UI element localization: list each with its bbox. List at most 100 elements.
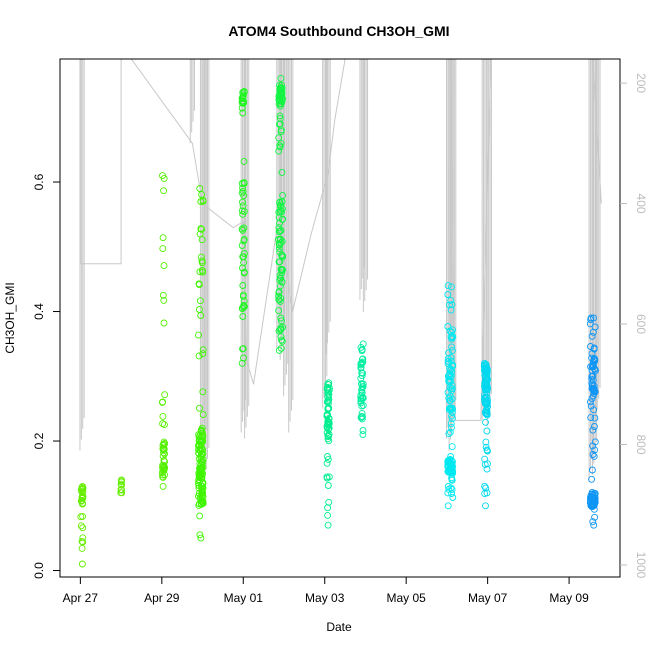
data-point [277,317,285,325]
data-point [276,206,284,214]
data-point [196,477,204,485]
data-point [483,489,491,497]
y-tick-label: 0.0 [32,562,46,579]
data-point [481,461,489,469]
data-point [482,438,490,446]
data-point [194,492,202,500]
data-point [279,323,287,331]
data-point [276,248,284,256]
data-point [196,512,204,520]
data-point [359,413,366,421]
data-point [324,504,332,512]
data-point [161,391,169,399]
data-point [325,397,332,405]
data-point [238,305,246,313]
data-point [359,431,367,439]
data-point [448,328,456,336]
data-point [276,282,284,290]
data-point [445,467,453,475]
data-point [444,291,452,298]
data-point [277,74,285,82]
data-point [239,202,247,210]
data-point [591,438,599,446]
data-point [448,412,456,420]
data-point [589,490,597,498]
data-point [198,489,206,496]
data-point [444,323,452,330]
data-point [160,187,168,195]
data-point [240,268,248,276]
data-point [239,109,247,117]
data-point [78,537,86,545]
data-point [195,449,203,457]
data-point [586,497,594,505]
data-point [238,207,246,215]
data-point [277,333,285,341]
data-point [240,224,248,232]
data-point [197,534,205,542]
x-axis-label: Date [326,620,352,634]
data-point [277,325,285,333]
data-point [117,477,125,485]
data-point [275,134,283,142]
data-point [447,420,455,428]
data-point [277,139,285,147]
data-point [483,406,491,414]
data-point [482,376,489,384]
data-point [239,313,247,320]
data-point [79,524,87,532]
data-point [238,359,246,367]
data-point [275,224,283,232]
data-point [588,475,596,483]
data-point [78,485,86,493]
data-point [588,375,596,383]
data-point [240,250,248,257]
data-point [240,354,247,362]
data-point [446,378,453,386]
data-point [239,282,247,289]
data-point [238,180,246,187]
data-point [239,345,246,353]
data-point [275,346,283,354]
data-point [359,427,367,434]
data-point [159,473,167,481]
data-point [324,521,332,529]
data-point [275,292,283,300]
data-point [448,283,455,291]
data-point [482,410,490,418]
data-point [449,333,457,341]
data-point [199,268,207,276]
data-point [276,219,283,227]
data-point [275,296,283,304]
data-point [240,157,248,165]
data-point [325,473,333,481]
data-point [278,336,285,344]
data-point [325,425,332,433]
data-point [159,412,167,420]
data-point [590,382,598,390]
data-point [238,242,246,249]
data-point [444,360,452,368]
pressure-trace-line [78,58,602,421]
data-point [239,264,246,272]
data-point [482,385,490,393]
data-point [589,363,597,371]
data-point [199,411,207,419]
data-point [195,433,203,441]
data-point [198,463,206,471]
data-point [276,114,284,122]
data-point [481,371,489,379]
data-point [197,312,205,319]
y2-tick-label: 800 [634,434,648,454]
data-point [448,368,456,376]
data-point [446,397,454,405]
data-point [195,436,203,444]
data-point [117,489,125,497]
y2-tick-label: 400 [634,194,648,214]
data-point [160,296,168,304]
data-point [590,502,598,510]
data-point [448,490,456,497]
data-point [241,303,248,310]
y2-tick-label: 600 [634,314,648,334]
data-point [159,234,167,242]
